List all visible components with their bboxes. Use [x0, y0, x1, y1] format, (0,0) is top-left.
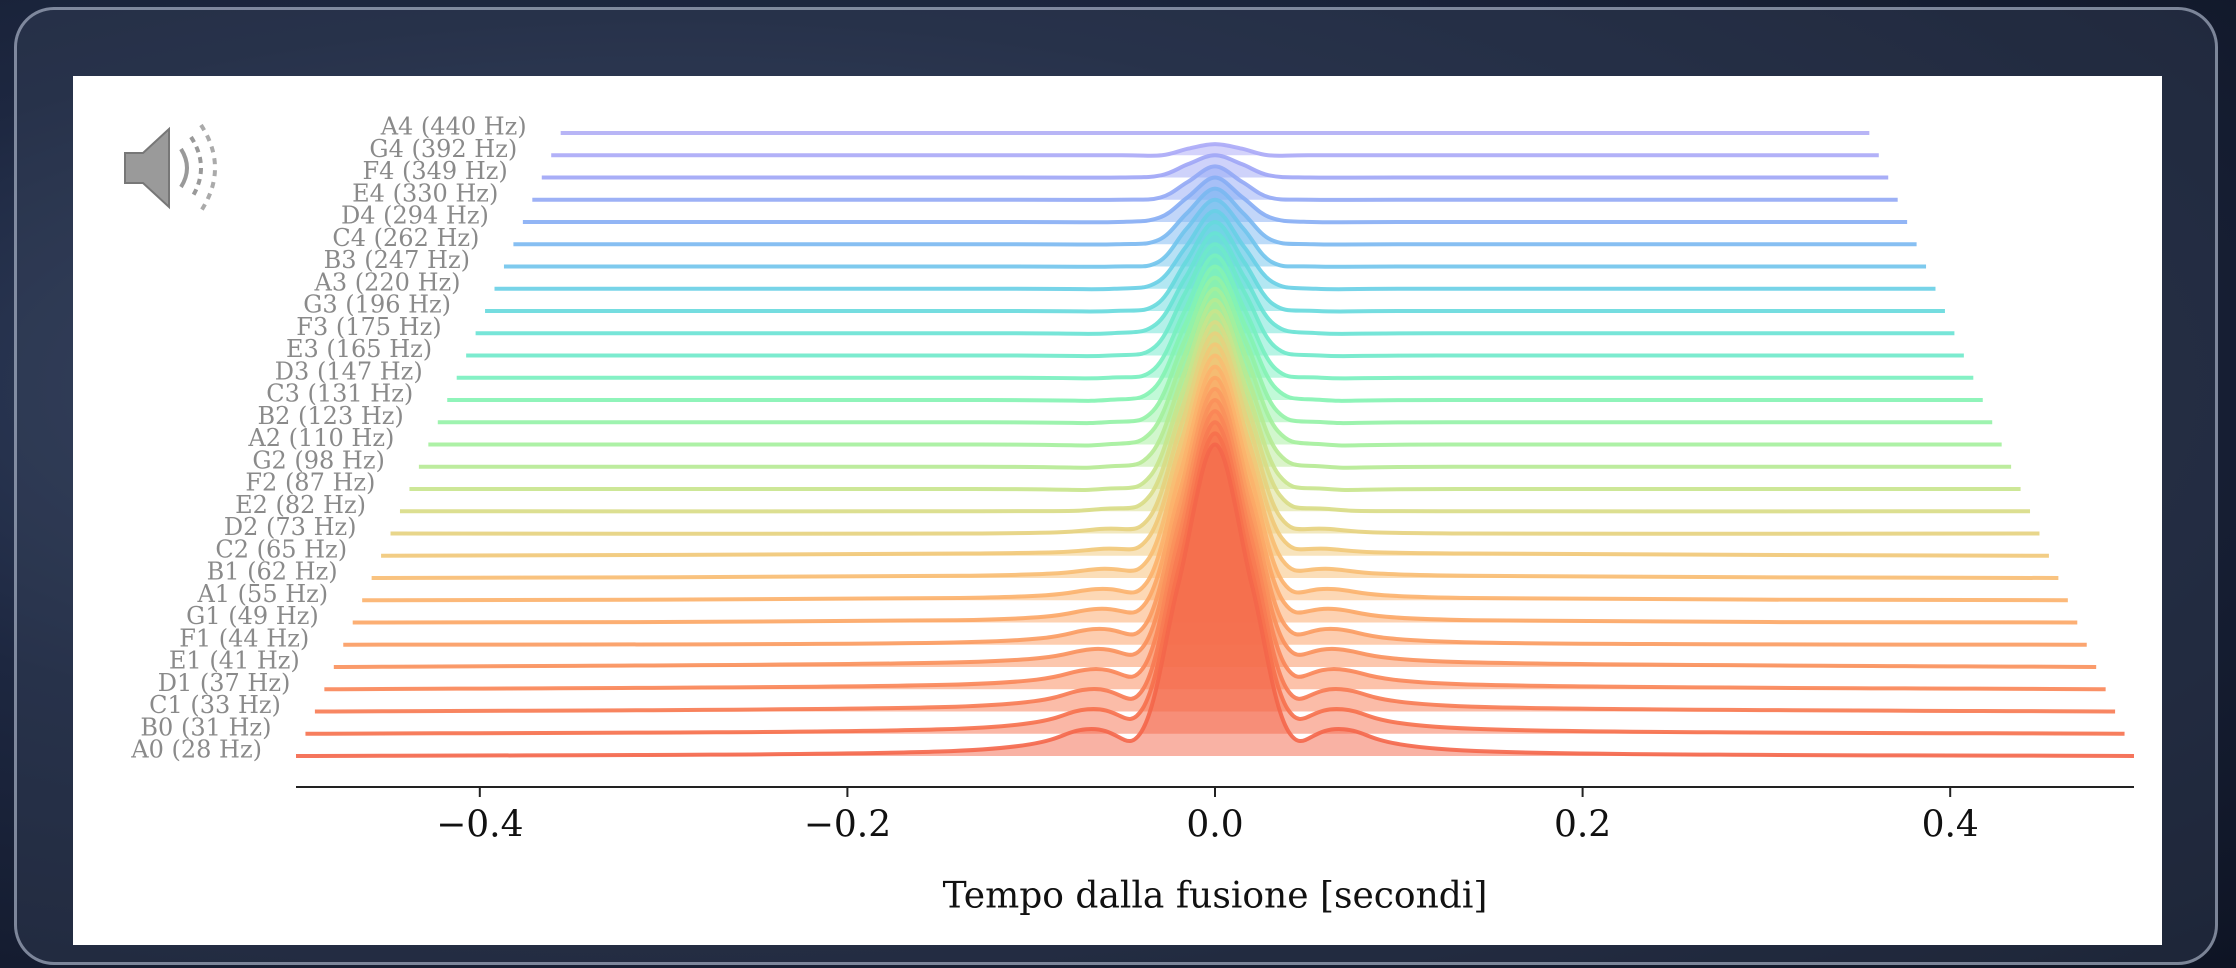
ridge-label: D2 (73 Hz) — [224, 513, 357, 541]
ridge-label: F2 (87 Hz) — [245, 469, 375, 497]
ridges: A4 (440 Hz)G4 (392 Hz)F4 (349 Hz)E4 (330… — [130, 113, 2135, 764]
ridge-label: C1 (33 Hz) — [149, 691, 281, 719]
ridge-line — [418, 297, 2012, 470]
ridge-label: A2 (110 Hz) — [247, 424, 394, 452]
ridge-line — [314, 420, 2116, 714]
speaker-wave — [189, 135, 203, 201]
ridge: G4 (392 Hz) — [369, 135, 1879, 163]
ridge-line — [437, 275, 1993, 426]
ridge-line — [522, 175, 1908, 225]
ridge-line — [381, 342, 2049, 558]
speaker-icon[interactable] — [124, 123, 217, 213]
ridge-label: E4 (330 Hz) — [352, 179, 498, 207]
ridge-label: E1 (41 Hz) — [169, 647, 300, 675]
ridge-label: C4 (262 Hz) — [332, 224, 479, 252]
ridge: D4 (294 Hz) — [341, 175, 1908, 230]
ridge: A2 (110 Hz) — [247, 286, 2002, 452]
ridge-line — [513, 186, 1917, 247]
ridge-label: B0 (31 Hz) — [140, 713, 271, 741]
ridge: A4 (440 Hz) — [380, 113, 1870, 141]
ridge: E3 (165 Hz) — [286, 242, 1964, 363]
ridge-line — [390, 331, 2040, 536]
x-tick-label: 0.0 — [1186, 805, 1243, 846]
ridge-line — [494, 208, 1936, 292]
ridge-label: B3 (247 Hz) — [324, 246, 470, 274]
ridge: B3 (247 Hz) — [324, 197, 1927, 274]
ridge-line — [324, 409, 2106, 692]
ridge-area — [296, 444, 2134, 756]
ridge: G2 (98 Hz) — [252, 297, 2012, 474]
ridge-label: F1 (44 Hz) — [179, 624, 309, 652]
x-tick-label: −0.4 — [436, 805, 523, 846]
ridge-line — [295, 442, 2135, 758]
ridge-line — [343, 386, 2087, 647]
ridge-line — [551, 142, 1879, 158]
ridge-label: G2 (98 Hz) — [252, 446, 385, 474]
ridge-label: D3 (147 Hz) — [275, 357, 423, 385]
ridge-line — [485, 219, 1945, 314]
ridge: A0 (28 Hz) — [130, 442, 2135, 764]
ridge-line — [466, 242, 1964, 359]
ridge-line — [362, 364, 2068, 603]
ridge-label: E2 (82 Hz) — [235, 491, 366, 519]
speaker-body — [124, 126, 170, 210]
ridge-label: A4 (440 Hz) — [380, 113, 527, 141]
ridge-line — [428, 286, 2002, 448]
ridge-line — [352, 375, 2078, 625]
ridge-label: D1 (37 Hz) — [158, 669, 291, 697]
x-tick-label: 0.4 — [1922, 805, 1979, 846]
ridge-label: B2 (123 Hz) — [258, 402, 404, 430]
ridge-label: G4 (392 Hz) — [369, 135, 517, 163]
ridge-line — [447, 264, 1983, 403]
speaker-wave — [199, 123, 217, 213]
ridge: E4 (330 Hz) — [352, 164, 1898, 207]
ridge-label: F4 (349 Hz) — [362, 157, 507, 185]
x-tick-label: −0.2 — [804, 805, 891, 846]
ridge-line — [532, 164, 1898, 202]
ridge-line — [541, 153, 1889, 180]
ridge-label: G3 (196 Hz) — [303, 291, 451, 319]
ridge-label: A3 (220 Hz) — [314, 268, 461, 296]
ridge-label: D4 (294 Hz) — [341, 202, 489, 230]
ridge-line — [503, 197, 1927, 269]
ridge: B0 (31 Hz) — [140, 431, 2125, 741]
ridge-label: A0 (28 Hz) — [130, 736, 262, 764]
ridge: G3 (196 Hz) — [303, 219, 1945, 319]
ridge-label: F3 (175 Hz) — [296, 313, 441, 341]
ridge: D3 (147 Hz) — [275, 253, 1974, 385]
ridge-line — [475, 231, 1955, 336]
x-tick-label: 0.2 — [1554, 805, 1611, 846]
ridge: F4 (349 Hz) — [362, 153, 1889, 185]
ridge-label: E3 (165 Hz) — [286, 335, 432, 363]
x-axis-label: Tempo dalla fusione [secondi] — [943, 876, 1488, 917]
ridge-label: B1 (62 Hz) — [207, 558, 338, 586]
ridge-line — [456, 253, 1974, 381]
speaker-wave — [179, 147, 189, 189]
ridge-area — [551, 144, 1879, 156]
ridge-label: C2 (65 Hz) — [215, 535, 347, 563]
ridge-line — [333, 397, 2097, 669]
ridge-line — [305, 431, 2125, 736]
ridge-line — [371, 353, 2059, 580]
ridge-line — [409, 308, 2021, 492]
ridge-line — [399, 320, 2031, 514]
ridge-label: G1 (49 Hz) — [186, 602, 319, 630]
ridge-label: A1 (55 Hz) — [196, 580, 328, 608]
ridge-label: C3 (131 Hz) — [266, 380, 413, 408]
